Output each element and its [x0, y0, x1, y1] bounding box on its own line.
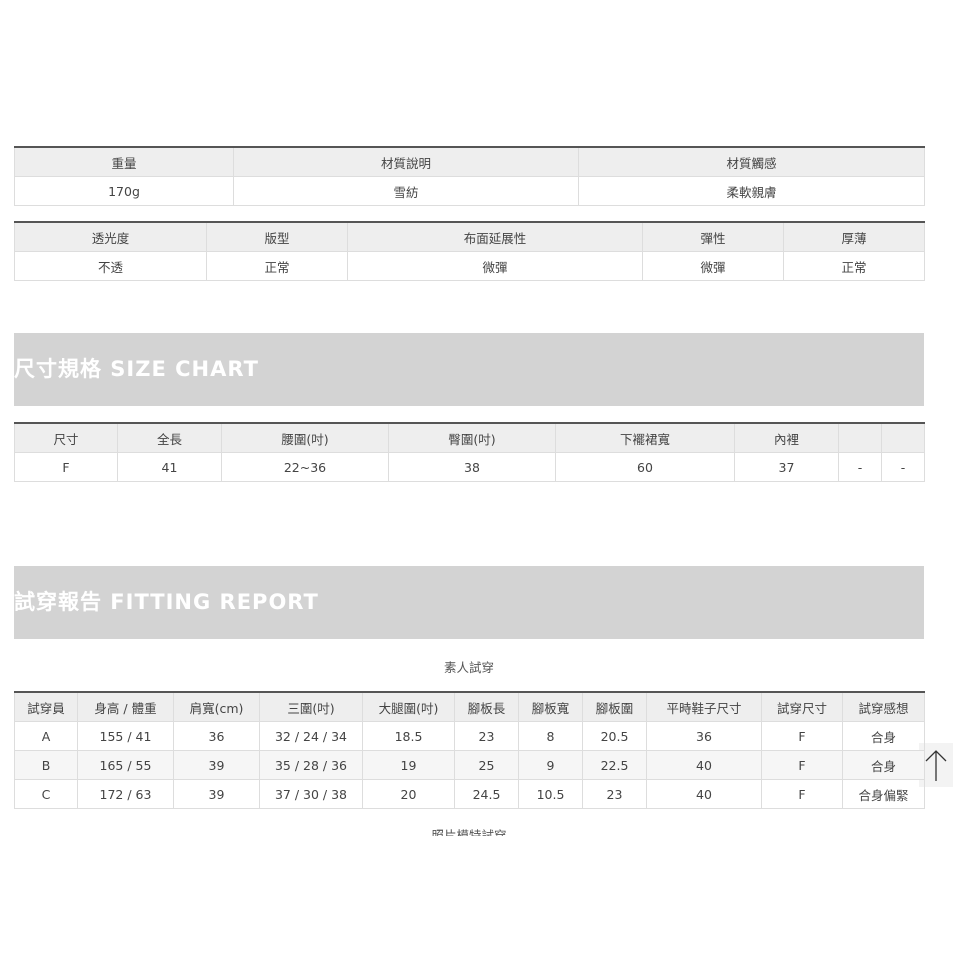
table: 透光度 版型 布面延展性 彈性 厚薄 不透 正常 微彈 微彈 正常 — [14, 221, 925, 281]
cell: 19 — [362, 750, 455, 780]
cell: F — [761, 721, 843, 751]
cell: 25 — [454, 750, 519, 780]
header-cell: 彈性 — [642, 221, 784, 252]
header-cell: 腳板寬 — [518, 691, 583, 722]
header-cell: 平時鞋子尺寸 — [646, 691, 762, 722]
header-cell: 大腿圍(吋) — [362, 691, 455, 722]
cell: F — [761, 779, 843, 809]
cell: - — [881, 452, 925, 482]
cell: 10.5 — [518, 779, 583, 809]
cell: 微彈 — [642, 251, 784, 281]
header-cell: 布面延展性 — [347, 221, 643, 252]
header-cell: 內裡 — [734, 422, 839, 453]
header-row: 試穿員 身高 / 體重 肩寬(cm) 三圍(吋) 大腿圍(吋) 腳板長 腳板寬 腳板圍 平時鞋子… — [14, 691, 925, 722]
cell: 23 — [454, 721, 519, 751]
header-cell: 肩寬(cm) — [173, 691, 260, 722]
header-cell: 試穿員 — [14, 691, 78, 722]
cell: 合身偏緊 — [842, 779, 925, 809]
header-cell: 試穿感想 — [842, 691, 925, 722]
row: 不透 正常 微彈 微彈 正常 — [14, 251, 925, 281]
header-cell: 三圍(吋) — [259, 691, 363, 722]
cell: 35 / 28 / 36 — [259, 750, 363, 780]
cell: C — [14, 779, 78, 809]
table: 尺寸 全長 腰圍(吋) 臀圍(吋) 下襬裙寬 內裡 F 41 22~36 38 60 37- - — [14, 422, 925, 482]
header-cell: 腰圍(吋) — [221, 422, 389, 453]
cell: 正常 — [783, 251, 925, 281]
cell: B — [14, 750, 78, 780]
cell: 170g — [14, 176, 234, 206]
cell: 39 — [173, 750, 260, 780]
cell: 20 — [362, 779, 455, 809]
header-cell: 腳板長 — [454, 691, 519, 722]
row: A 155 / 41 36 32 / 24 / 34 18.5 23 8 20.5 36 F 合身 — [14, 721, 925, 751]
header-row: 透光度 版型 布面延展性 彈性 厚薄 — [14, 221, 925, 252]
header-row: 重量 材質說明 材質觸感 — [14, 146, 925, 177]
header-cell: 材質觸感 — [578, 146, 925, 177]
cell: 22~36 — [221, 452, 389, 482]
header-cell: 臀圍(吋) — [388, 422, 556, 453]
header-cell — [838, 422, 882, 453]
cell: 37 — [734, 452, 839, 482]
header-cell: 全長 — [117, 422, 222, 453]
cell: 36 — [646, 721, 762, 751]
arrow-icon — [925, 750, 947, 781]
row: C 172 / 63 39 37 / 30 / 38 20 24.5 10.5 23 40 F 合身… — [14, 779, 925, 809]
cell: 32 / 24 / 34 — [259, 721, 363, 751]
cell: 微彈 — [347, 251, 643, 281]
cell: 20.5 — [582, 721, 647, 751]
cell: 41 — [117, 452, 222, 482]
cell: 不透 — [14, 251, 207, 281]
cell: 37 / 30 / 38 — [259, 779, 363, 809]
row: B 165 / 55 39 35 / 28 / 36 19 25 9 22.5 40 F 合身 — [14, 750, 925, 780]
header-cell — [881, 422, 925, 453]
row: F 41 22~36 38 60 37- - — [14, 452, 925, 482]
cell: 24.5 — [454, 779, 519, 809]
cell: A — [14, 721, 78, 751]
cell: 39 — [173, 779, 260, 809]
cell: 合身 — [842, 721, 925, 751]
header-cell: 身高 / 體重 — [77, 691, 174, 722]
cell: 柔軟親膚 — [578, 176, 925, 206]
cell: 38 — [388, 452, 556, 482]
header-cell: 重量 — [14, 146, 234, 177]
header-cell: 腳板圍 — [582, 691, 647, 722]
cell: 23 — [582, 779, 647, 809]
cell: 172 / 63 — [77, 779, 174, 809]
header-cell: 下襬裙寬 — [555, 422, 735, 453]
header-cell: 尺寸 — [14, 422, 118, 453]
subtitle: 素人試穿 — [443, 660, 494, 675]
header-row: 尺寸 全長 腰圍(吋) 臀圍(吋) 下襬裙寬 內裡 — [14, 422, 925, 453]
table: 重量 材質說明 材質觸感 170g 雪紡 柔軟親膚 — [14, 146, 925, 206]
header-cell: 透光度 — [14, 221, 207, 252]
row: 170g 雪紡 柔軟親膚 — [14, 176, 925, 206]
table: 試穿員 身高 / 體重 肩寬(cm) 三圍(吋) 大腿圍(吋) 腳板長 腳板寬 腳板圍 平時鞋子… — [14, 691, 925, 809]
cell: 155 / 41 — [77, 721, 174, 751]
subtitle: 照片模特試穿 — [431, 828, 507, 836]
cell: 正常 — [206, 251, 348, 281]
cell: 40 — [646, 750, 762, 780]
cell: F — [761, 750, 843, 780]
header-cell: 材質說明 — [233, 146, 579, 177]
cell: 40 — [646, 779, 762, 809]
cell: 36 — [173, 721, 260, 751]
header-cell: 厚薄 — [783, 221, 925, 252]
cell: 雪紡 — [233, 176, 579, 206]
header-cell: 版型 — [206, 221, 348, 252]
section-banner: 尺寸規格 SIZE CHART — [14, 333, 924, 406]
cell: 165 / 55 — [77, 750, 174, 780]
cell: F — [14, 452, 118, 482]
section-banner: 試穿報告 FITTING REPORT — [14, 566, 924, 639]
cell: 18.5 — [362, 721, 455, 751]
back-to-top[interactable] — [919, 743, 953, 787]
cell: 22.5 — [582, 750, 647, 780]
header-cell: 試穿尺寸 — [761, 691, 843, 722]
cell: - — [838, 452, 882, 482]
cell: 8 — [518, 721, 583, 751]
cell: 9 — [518, 750, 583, 780]
cell: 60 — [555, 452, 735, 482]
cell: 合身 — [842, 750, 925, 780]
